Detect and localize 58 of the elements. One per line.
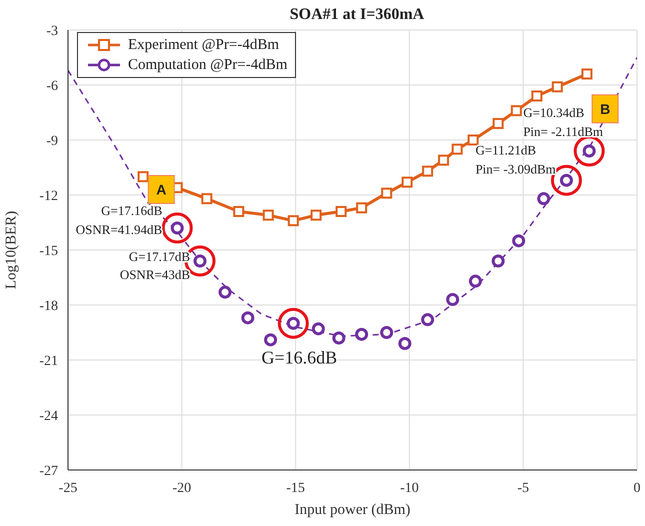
point xyxy=(312,322,325,336)
x-tick-label: -5 xyxy=(517,480,530,496)
point xyxy=(468,134,479,146)
point xyxy=(138,171,149,182)
point xyxy=(452,144,463,155)
y-tick-label: -24 xyxy=(39,408,58,424)
point xyxy=(492,254,505,268)
point xyxy=(332,332,346,344)
point xyxy=(402,176,413,188)
x-axis-title: Input power (dBm) xyxy=(294,502,410,518)
point xyxy=(438,154,450,166)
point xyxy=(552,81,563,92)
y-tick-label: -12 xyxy=(39,188,58,204)
point xyxy=(581,68,592,80)
point xyxy=(355,328,368,341)
point xyxy=(421,313,434,326)
point xyxy=(380,326,394,339)
x-tick-label: 0 xyxy=(634,480,640,496)
y-tick-label: -21 xyxy=(39,354,58,369)
legend-label: Computation @Pr=-4dBm xyxy=(128,56,288,75)
annotation: G=17.16dB OSNR=41.94dB xyxy=(76,203,163,237)
point xyxy=(356,202,368,214)
point xyxy=(310,210,322,221)
y-axis-title: Log10(BER) xyxy=(3,210,20,290)
point xyxy=(468,274,482,288)
y-tick-label: -3 xyxy=(46,24,58,39)
annotation: G=16.6dB xyxy=(261,347,338,368)
annotation: A xyxy=(156,182,166,198)
legend-label: Experiment @Pr=-4dBm xyxy=(128,36,280,55)
point xyxy=(336,206,347,217)
x-tick-label: -25 xyxy=(58,480,78,496)
point xyxy=(241,311,254,324)
y-tick-label: -15 xyxy=(39,244,58,259)
point xyxy=(233,206,244,217)
y-tick-label: -9 xyxy=(46,134,58,149)
x-tick-label: -15 xyxy=(286,480,305,496)
annotation: B xyxy=(600,100,610,117)
point xyxy=(381,188,392,199)
point xyxy=(512,234,526,248)
x-tick-label: -20 xyxy=(172,480,192,496)
point xyxy=(510,105,522,116)
point xyxy=(531,90,542,102)
point xyxy=(218,286,232,299)
point xyxy=(422,166,434,177)
x-tick-label: -10 xyxy=(400,480,419,496)
chart-title: SOA#1 at I=360mA xyxy=(290,6,425,23)
y-tick-label: -27 xyxy=(39,464,58,479)
annotation: G=11.21dB Pin= -3.09dBm xyxy=(475,142,556,176)
point xyxy=(398,337,412,350)
point xyxy=(262,210,274,221)
point xyxy=(537,192,550,206)
point xyxy=(264,333,278,346)
point xyxy=(492,118,504,129)
y-tick-label: -18 xyxy=(39,298,58,314)
y-tick-label: -6 xyxy=(46,78,58,94)
point xyxy=(446,293,460,306)
point xyxy=(288,215,299,226)
point xyxy=(201,193,212,204)
